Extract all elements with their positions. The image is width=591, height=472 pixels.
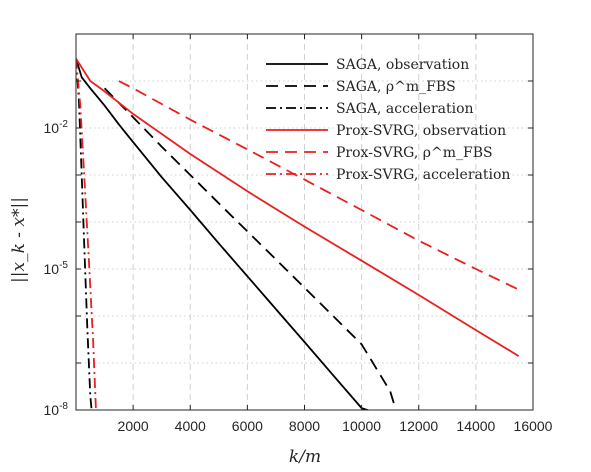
x-tick-label: 14000 [456, 418, 495, 434]
x-tick-label: 6000 [232, 418, 263, 434]
legend-label-2: SAGA, ρ^m_FBS [336, 79, 456, 95]
x-axis-label: k/m [289, 447, 321, 467]
legend-label-6: Prox-SVRG, acceleration [336, 167, 510, 183]
legend-label-3: SAGA, acceleration [336, 101, 474, 117]
y-tick-label: 10-5 [44, 260, 69, 277]
x-tick-label: 4000 [175, 418, 206, 434]
x-tick-label: 8000 [289, 418, 320, 434]
y-axis-label: ||x_k - x*|| [9, 197, 29, 283]
x-tick-label: 12000 [399, 418, 438, 434]
y-tick-label: 10-2 [44, 119, 69, 136]
x-tick-label: 2000 [118, 418, 149, 434]
legend-label-4: Prox-SVRG, observation [336, 123, 506, 139]
x-tick-label: 16000 [514, 418, 553, 434]
legend-label-1: SAGA, observation [336, 57, 469, 73]
legend-label-5: Prox-SVRG, ρ^m_FBS [336, 145, 493, 161]
x-tick-label: 10000 [342, 418, 381, 434]
y-tick-label: 10-8 [44, 401, 69, 418]
